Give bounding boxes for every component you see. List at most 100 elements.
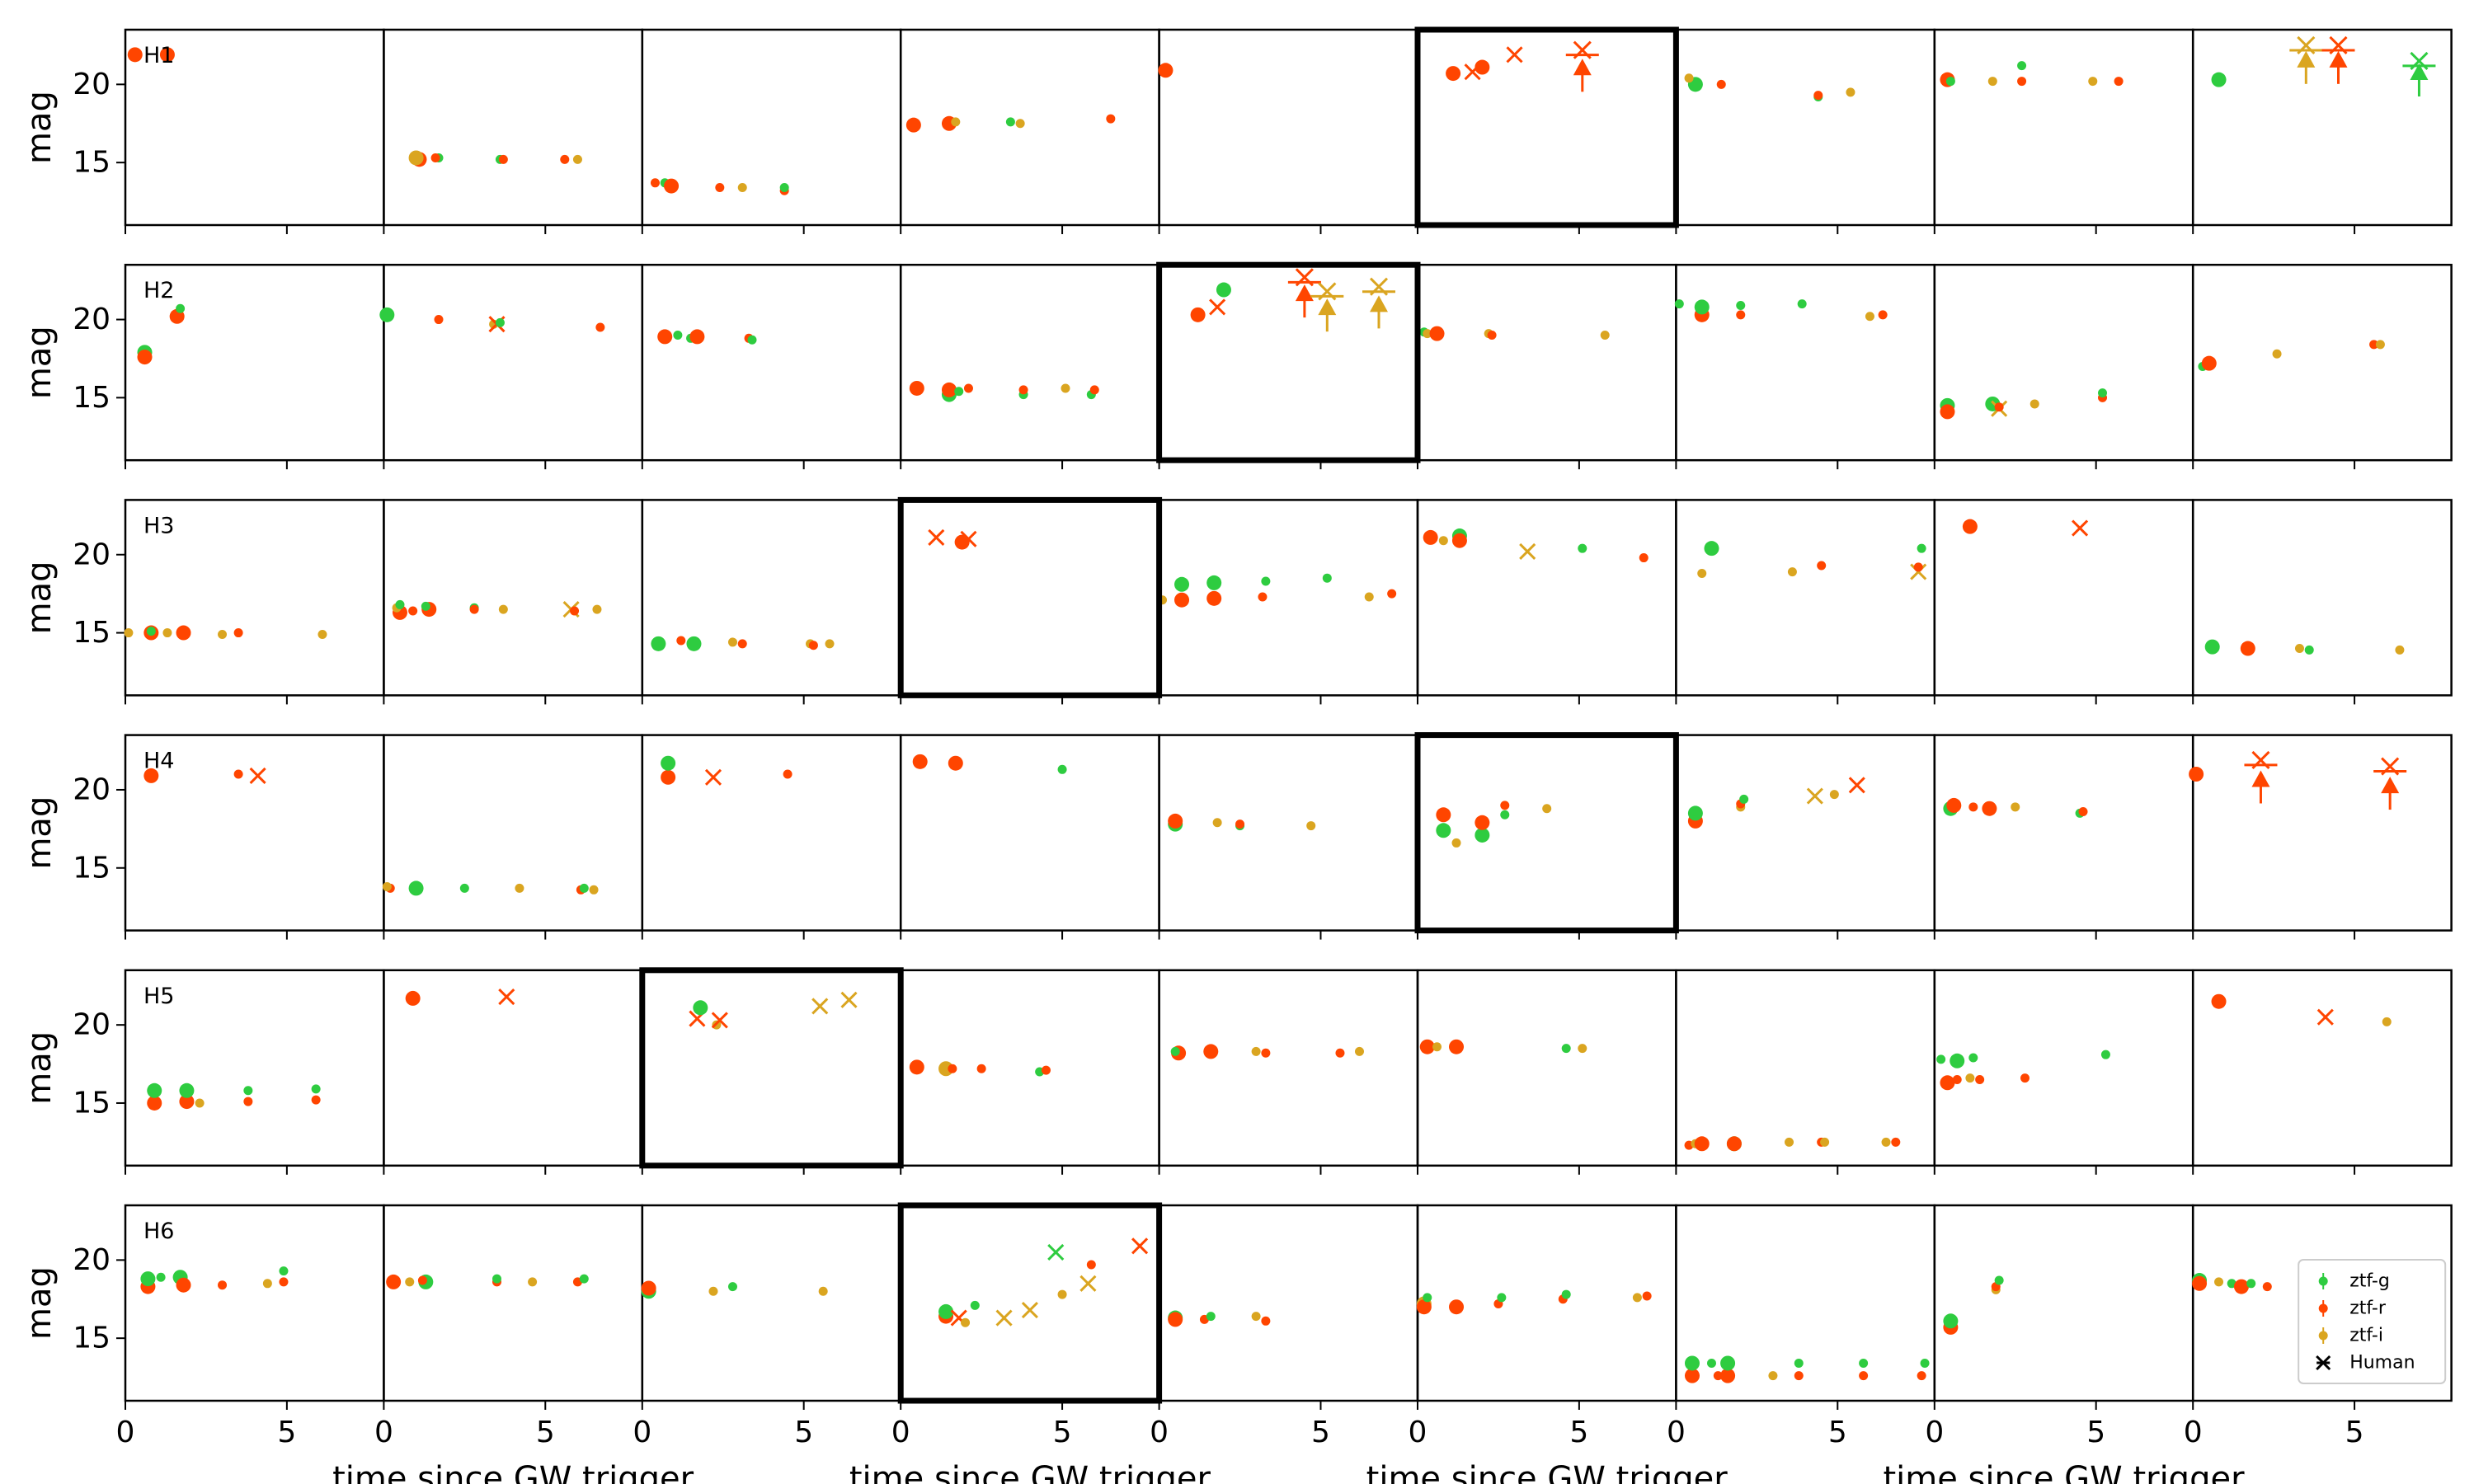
point-ztf-r [2189,767,2204,782]
point-ztf-r [1203,1044,1219,1059]
panel-frame [899,499,1160,697]
point-ztf-r [1261,1048,1271,1058]
point-ztf-r [1736,310,1746,320]
point-ztf-g [1706,1358,1716,1368]
point-ztf-r [1817,561,1827,571]
panel-H6-2 [383,1204,644,1410]
point-ztf-g [651,636,666,651]
point-ztf-r [948,1064,957,1073]
legend-label: ztf-i [2349,1326,2383,1346]
highlight-box [1414,732,1679,934]
point-ztf-i [162,628,172,638]
point-ztf-i [2294,644,2304,654]
x-tick-label: 5 [794,1416,813,1449]
point-ztf-r [1449,1299,1465,1315]
highlight-box [1156,261,1421,463]
panel-H5-8 [1933,969,2194,1175]
point-ztf-g [1859,1358,1869,1368]
cross-marker [811,998,829,1015]
point-ztf-r [954,534,970,550]
panel-frame [641,263,902,462]
point-ztf-r [1813,91,1823,101]
point-ztf-r [233,628,243,638]
legend-label: ztf-g [2349,1271,2390,1292]
point-ztf-r [405,990,421,1006]
point-ztf-g [1174,576,1190,592]
point-ztf-g [1475,827,1490,843]
panel-frame [383,28,644,227]
panel-frame [1675,1204,1936,1402]
row-label: H6 [143,1219,174,1244]
y-tick-label: 15 [73,851,111,885]
y-tick-label: 20 [73,538,111,571]
legend-entry: Human [2316,1353,2415,1374]
x-tick-label: 0 [1409,1416,1427,1449]
point-ztf-i [262,1279,272,1289]
point-ztf-i [528,1277,538,1287]
point-ztf-i [1785,1137,1794,1147]
point-ztf-r [1258,592,1268,602]
point-ztf-r [664,178,680,194]
point-ztf-i [317,629,327,639]
panel-H1-9 [2191,28,2453,234]
point-ztf-i [2088,77,2098,87]
point-ztf-r [1475,815,1490,830]
point-ztf-r [1106,114,1116,124]
panels-layer: mag 15 20 H1 mag 15 20 H2 mag 15 20 H3 mag 15 20 H4 mag 1… [21,28,2453,1410]
cross-marker [704,768,722,786]
point-ztf-i [1881,1137,1891,1147]
panel-H5-4 [899,969,1160,1175]
point-ztf-g [311,1084,321,1094]
panel-frame [641,969,902,1167]
point-ztf-i [195,1098,205,1108]
point-ztf-g [1436,823,1451,838]
cross-marker [840,991,858,1008]
point-ztf-i [1438,536,1448,546]
panel-H6-6 [1416,1204,1677,1410]
panel-frame [383,1204,644,1402]
panel-frame [1933,969,2194,1167]
row-label: H2 [143,278,174,303]
y-tick-label: 15 [73,616,111,650]
point-ztf-r [176,625,191,641]
cross-marker [498,988,515,1006]
point-ztf-i [1251,1046,1261,1056]
panel-frame [1158,734,1419,932]
upper-limit-arrow [2251,770,2270,804]
panel-H2-3 [641,263,902,470]
point-ztf-r [1794,1371,1804,1381]
highlight-box [1414,26,1679,228]
point-ztf-i [1451,838,1461,848]
point-ztf-r [1684,1368,1700,1383]
cross-marker [249,767,266,784]
human-marker [2402,51,2436,70]
point-ztf-i [708,1286,718,1296]
point-ztf-r [434,315,444,325]
point-ztf-i [2375,340,2385,350]
x-axis-label: time since GW trigger [332,1460,694,1484]
point-ztf-i [592,604,602,614]
point-ztf-r [1168,813,1183,829]
point-ztf-g [279,1266,289,1276]
panel-frame [1933,1204,2194,1402]
point-ztf-r [1487,331,1497,340]
point-ztf-r [1449,1039,1465,1054]
point-ztf-i [1865,312,1874,322]
point-ztf-r [218,1280,228,1290]
y-axis-label: mag [21,796,59,870]
human-marker [2244,750,2278,769]
point-ztf-r [2020,1073,2030,1083]
point-ztf-i [727,637,737,647]
point-ztf-i [515,883,524,893]
point-ztf-r [1261,1316,1271,1326]
x-tick-label: 0 [1150,1416,1169,1449]
point-ztf-r [909,380,924,396]
human-marker [1287,268,1321,287]
row-label: H4 [143,749,174,774]
panel-H2-4 [899,263,1160,470]
point-ztf-g [459,883,469,893]
point-ztf-i [1632,1293,1642,1303]
point-ztf-r [905,117,921,133]
human-marker [2321,35,2355,55]
panel-H3-5 [1158,499,1419,705]
